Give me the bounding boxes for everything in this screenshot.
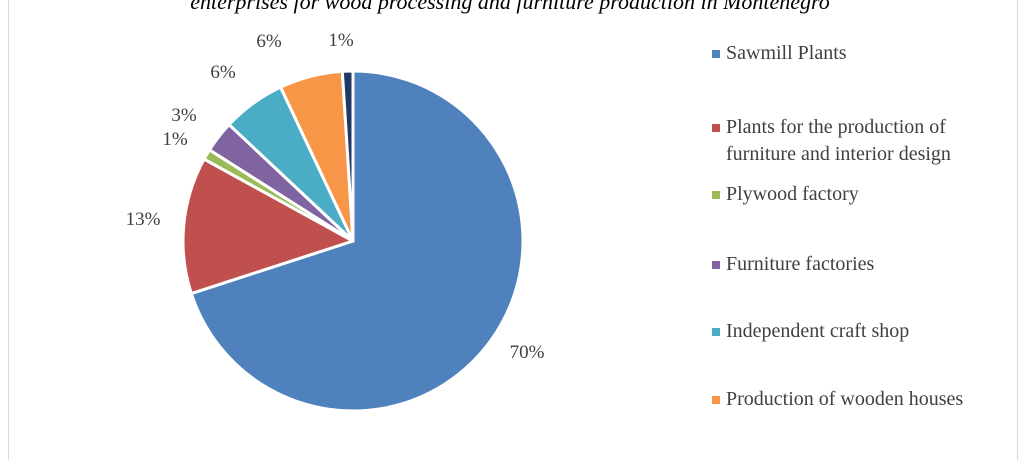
data-label: 6% bbox=[256, 31, 282, 52]
legend-label: Independent craft shop bbox=[726, 320, 910, 342]
legend-swatch bbox=[712, 261, 720, 269]
legend-label: Plywood factory bbox=[726, 183, 859, 205]
data-label: 70% bbox=[510, 342, 545, 363]
data-label: 3% bbox=[171, 105, 197, 126]
legend-swatch bbox=[712, 396, 720, 404]
legend-swatch bbox=[712, 50, 720, 58]
legend-swatch bbox=[712, 191, 720, 199]
pie-slice bbox=[189, 69, 525, 413]
legend-label: Sawmill Plants bbox=[726, 42, 847, 64]
data-label: 1% bbox=[162, 129, 188, 150]
legend-swatch bbox=[712, 328, 720, 336]
data-label: 13% bbox=[126, 209, 161, 230]
data-label: 1% bbox=[328, 30, 354, 51]
pie-slice bbox=[181, 157, 355, 296]
legend-label: Furniture factories bbox=[726, 253, 875, 275]
chart-frame bbox=[8, 0, 1018, 460]
legend-swatch bbox=[712, 124, 720, 132]
chart-title: enterprises for wood processing and furn… bbox=[190, 0, 830, 14]
pie-slice bbox=[340, 69, 355, 243]
legend-label: Plants for the production of furniture a… bbox=[726, 116, 951, 165]
data-label: 6% bbox=[210, 62, 236, 83]
legend-label: Production of wooden houses bbox=[726, 388, 964, 410]
